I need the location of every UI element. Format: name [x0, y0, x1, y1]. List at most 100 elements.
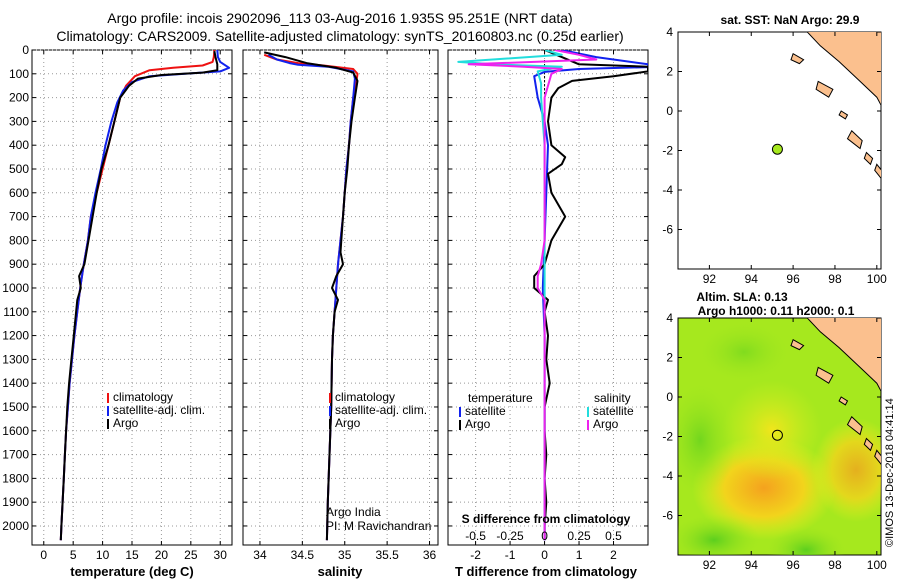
d-x-tick-label: -1 [505, 548, 516, 562]
s-diff-tick-label: 0.25 [567, 529, 591, 543]
diff-legend-label: Argo [465, 417, 491, 431]
map-lat-tick-label: 0 [666, 104, 673, 118]
siberut-island [846, 415, 863, 436]
pagai-island [874, 449, 881, 465]
map-lat-tick-label: -4 [662, 183, 673, 197]
sla-yellow-center [722, 380, 822, 480]
depth-tick-label: 400 [9, 138, 29, 152]
s-x-tick-label: 35.5 [375, 548, 399, 562]
map-lon-tick-label: 94 [745, 558, 759, 572]
s-diff-tick-label: 0.5 [605, 529, 622, 543]
salinity-x-label: salinity [318, 564, 364, 579]
sst-map-panel: sat. SST: NaN Argo: 29.9 92 94 96 98 100 4 2 0 -… [662, 13, 887, 286]
map-lon-tick-label: 100 [867, 272, 887, 286]
map-lon-tick-label: 98 [828, 272, 842, 286]
difference-axes-frame [447, 49, 649, 546]
salinity-panel: 34 34.5 35 35.5 36 climatologysatellite-adj.… [242, 49, 439, 579]
depth-tick-label: 600 [9, 186, 29, 200]
map-lat-tick-label: -6 [662, 509, 673, 523]
temperature-legend-label: Argo [113, 416, 139, 430]
d-x-tick-label: 2 [610, 548, 617, 562]
sla-green-west [678, 382, 736, 498]
salinity-axes-frame [242, 49, 439, 546]
s-x-tick-label: 35 [338, 548, 352, 562]
temperature-panel: 0100200300400500600700800900100011001200… [2, 43, 233, 579]
depth-tick-label: 1100 [3, 305, 29, 319]
map-lat-tick-label: 0 [666, 390, 673, 404]
sla-warm-anomaly-east [812, 418, 881, 522]
figure-title-line2: Climatology: CARS2009. Satellite-adjuste… [56, 28, 623, 44]
s-diff-tick-label: -0.25 [496, 529, 524, 543]
s-x-tick-label: 36 [423, 548, 437, 562]
map-lat-tick-label: 4 [666, 311, 673, 325]
difference-panel: -2 -1 0 1 2 -0.5 -0.25 0 0.25 0.5 temperature sali… [447, 49, 649, 579]
depth-tick-label: 1600 [2, 424, 29, 438]
map-lat-tick-label: -4 [662, 469, 673, 483]
t-x-tick-label: 5 [70, 548, 77, 562]
sla-map-title-line1: Altim. SLA: 0.13 [696, 290, 788, 304]
salinity-legend-label: Argo [335, 416, 361, 430]
t-x-tick-label: 10 [96, 548, 110, 562]
depth-tick-label: 200 [9, 91, 29, 105]
map-lat-tick-label: -2 [662, 144, 673, 158]
sipora-island [863, 437, 874, 452]
map-lat-tick-label: 2 [666, 351, 673, 365]
depth-tick-label: 1400 [2, 376, 29, 390]
salinity-legend-label: satellite-adj. clim. [335, 403, 427, 417]
argo-float-location [771, 429, 783, 441]
depth-tick-label: 1300 [2, 352, 29, 366]
pi-credit-line1: Argo India [326, 505, 381, 519]
map-lon-tick-label: 98 [828, 558, 842, 572]
siberut-island [846, 129, 863, 150]
sumatra-landmass [806, 32, 881, 107]
s-difference-label: S difference from climatology [462, 512, 631, 526]
figure-title-line1: Argo profile: incois 2902096_113 03-Aug-… [107, 10, 572, 26]
depth-tick-label: 1700 [2, 448, 29, 462]
diff-legend-label: Argo [593, 417, 619, 431]
depth-tick-label: 700 [9, 210, 29, 224]
depth-tick-label: 1800 [2, 471, 29, 485]
temperature-legend-label: satellite-adj. clim. [113, 403, 205, 417]
depth-tick-label: 1900 [2, 495, 29, 509]
pagai-island [874, 163, 881, 180]
simeulue-island [790, 338, 805, 351]
diff-legend-label: satellite [593, 404, 634, 418]
map-lon-tick-label: 100 [867, 558, 887, 572]
batu-island [838, 110, 849, 120]
t-x-tick-label: 25 [184, 548, 198, 562]
depth-tick-label: 800 [9, 233, 29, 247]
depth-tick-label: 300 [9, 114, 29, 128]
map-lat-tick-label: -6 [662, 223, 673, 237]
sla-map-title-line2: Argo h1000: 0.11 h2000: 0.1 [698, 304, 855, 318]
sla-map-panel: Altim. SLA: 0.13 Argo h1000: 0.11 h2000:… [662, 290, 887, 572]
depth-tick-label: 1200 [2, 329, 29, 343]
t-series-argo [59, 51, 219, 541]
salinity-legend-label: climatology [335, 390, 395, 404]
map-lat-tick-label: -2 [662, 430, 673, 444]
pi-credit-line2: PI: M Ravichandran [326, 519, 431, 533]
map-lat-tick-label: 2 [666, 65, 673, 79]
sipora-island [863, 151, 874, 166]
imos-credit: ©IMOS 13-Dec-2018 04:41:14 [884, 398, 896, 547]
batu-island [838, 396, 849, 406]
map-lon-tick-label: 94 [745, 272, 759, 286]
simeulue-island [790, 52, 805, 65]
d-x-tick-label: 0 [541, 548, 548, 562]
s-diff-tick-label: 0 [541, 529, 548, 543]
depth-tick-label: 500 [9, 162, 29, 176]
sst-map-title: sat. SST: NaN Argo: 29.9 [721, 13, 860, 27]
t-x-tick-label: 15 [125, 548, 139, 562]
depth-tick-label: 2000 [2, 519, 29, 533]
d-x-tick-label: 1 [576, 548, 583, 562]
diff-legend-salinity-title: salinity [594, 391, 631, 405]
temperature-legend-label: climatology [113, 390, 173, 404]
depth-tick-label: 0 [22, 43, 29, 57]
s-diff-tick-label: -0.5 [465, 529, 486, 543]
s-x-tick-label: 34 [253, 548, 267, 562]
difference-x-label: T difference from climatology [455, 564, 638, 579]
sla-green-north [698, 322, 790, 382]
t-x-tick-label: 20 [155, 548, 169, 562]
diff-legend-label: satellite [465, 404, 506, 418]
d-x-tick-label: -2 [470, 548, 481, 562]
